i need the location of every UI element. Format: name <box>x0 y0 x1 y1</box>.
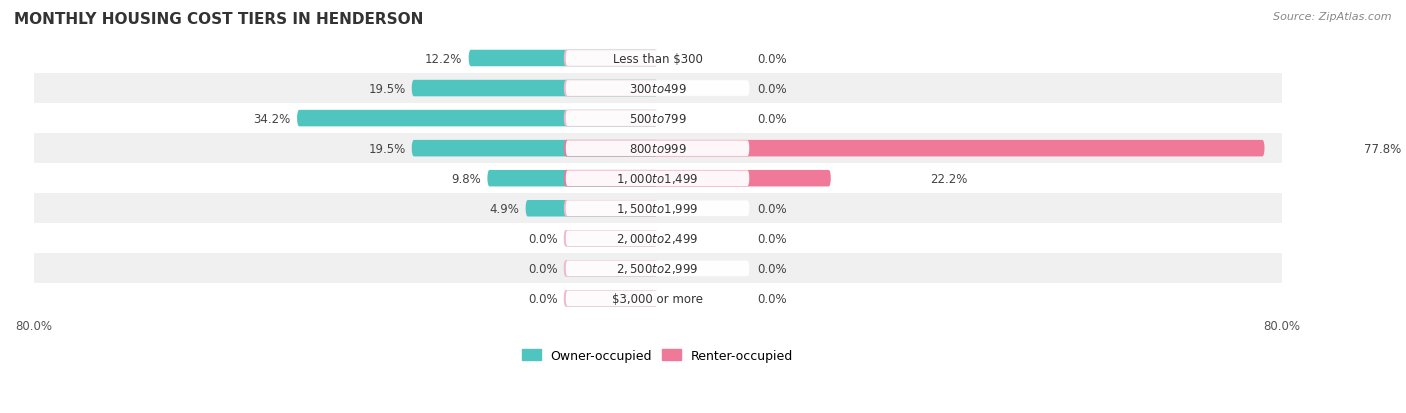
Text: 0.0%: 0.0% <box>758 232 787 245</box>
Text: 0.0%: 0.0% <box>758 292 787 305</box>
Text: 4.9%: 4.9% <box>489 202 519 215</box>
FancyBboxPatch shape <box>565 81 749 97</box>
Bar <box>34 194 1281 224</box>
Text: 22.2%: 22.2% <box>931 172 967 185</box>
FancyBboxPatch shape <box>564 111 658 127</box>
Text: 0.0%: 0.0% <box>758 112 787 125</box>
Text: MONTHLY HOUSING COST TIERS IN HENDERSON: MONTHLY HOUSING COST TIERS IN HENDERSON <box>14 12 423 27</box>
Text: $1,500 to $1,999: $1,500 to $1,999 <box>616 202 699 216</box>
Bar <box>34 164 1281 194</box>
FancyBboxPatch shape <box>564 51 658 67</box>
FancyBboxPatch shape <box>564 290 658 307</box>
Text: $2,500 to $2,999: $2,500 to $2,999 <box>616 262 699 276</box>
Legend: Owner-occupied, Renter-occupied: Owner-occupied, Renter-occupied <box>517 344 799 367</box>
FancyBboxPatch shape <box>565 261 749 276</box>
FancyBboxPatch shape <box>565 291 749 306</box>
Bar <box>34 104 1281 134</box>
Bar <box>34 74 1281 104</box>
Text: 77.8%: 77.8% <box>1364 142 1402 155</box>
Text: $300 to $499: $300 to $499 <box>628 82 686 95</box>
FancyBboxPatch shape <box>412 140 658 157</box>
FancyBboxPatch shape <box>564 81 658 97</box>
FancyBboxPatch shape <box>565 231 749 247</box>
Bar <box>34 254 1281 284</box>
Text: 9.8%: 9.8% <box>451 172 481 185</box>
FancyBboxPatch shape <box>564 230 658 247</box>
Bar <box>34 44 1281 74</box>
FancyBboxPatch shape <box>565 51 749 66</box>
FancyBboxPatch shape <box>564 200 658 217</box>
Text: $3,000 or more: $3,000 or more <box>612 292 703 305</box>
Text: 0.0%: 0.0% <box>758 82 787 95</box>
Text: 0.0%: 0.0% <box>758 52 787 65</box>
Text: Source: ZipAtlas.com: Source: ZipAtlas.com <box>1274 12 1392 22</box>
FancyBboxPatch shape <box>297 111 658 127</box>
FancyBboxPatch shape <box>564 290 658 307</box>
FancyBboxPatch shape <box>565 141 749 157</box>
Text: 19.5%: 19.5% <box>368 82 405 95</box>
Text: 19.5%: 19.5% <box>368 142 405 155</box>
Text: 34.2%: 34.2% <box>253 112 291 125</box>
Text: 0.0%: 0.0% <box>758 262 787 275</box>
Text: $500 to $799: $500 to $799 <box>628 112 686 125</box>
FancyBboxPatch shape <box>564 230 658 247</box>
Text: 12.2%: 12.2% <box>425 52 463 65</box>
Bar <box>34 284 1281 313</box>
FancyBboxPatch shape <box>564 171 831 187</box>
FancyBboxPatch shape <box>565 171 749 187</box>
FancyBboxPatch shape <box>565 111 749 127</box>
Text: 0.0%: 0.0% <box>529 232 558 245</box>
FancyBboxPatch shape <box>488 171 658 187</box>
FancyBboxPatch shape <box>526 200 658 217</box>
FancyBboxPatch shape <box>564 261 658 277</box>
Text: 0.0%: 0.0% <box>758 202 787 215</box>
Text: $1,000 to $1,499: $1,000 to $1,499 <box>616 172 699 186</box>
FancyBboxPatch shape <box>564 261 658 277</box>
FancyBboxPatch shape <box>412 81 658 97</box>
Text: $2,000 to $2,499: $2,000 to $2,499 <box>616 232 699 246</box>
FancyBboxPatch shape <box>564 140 1264 157</box>
Text: Less than $300: Less than $300 <box>613 52 703 65</box>
Text: $800 to $999: $800 to $999 <box>628 142 686 155</box>
Text: 0.0%: 0.0% <box>529 292 558 305</box>
Text: 0.0%: 0.0% <box>529 262 558 275</box>
FancyBboxPatch shape <box>468 51 658 67</box>
FancyBboxPatch shape <box>565 201 749 216</box>
Bar <box>34 224 1281 254</box>
Bar <box>34 134 1281 164</box>
